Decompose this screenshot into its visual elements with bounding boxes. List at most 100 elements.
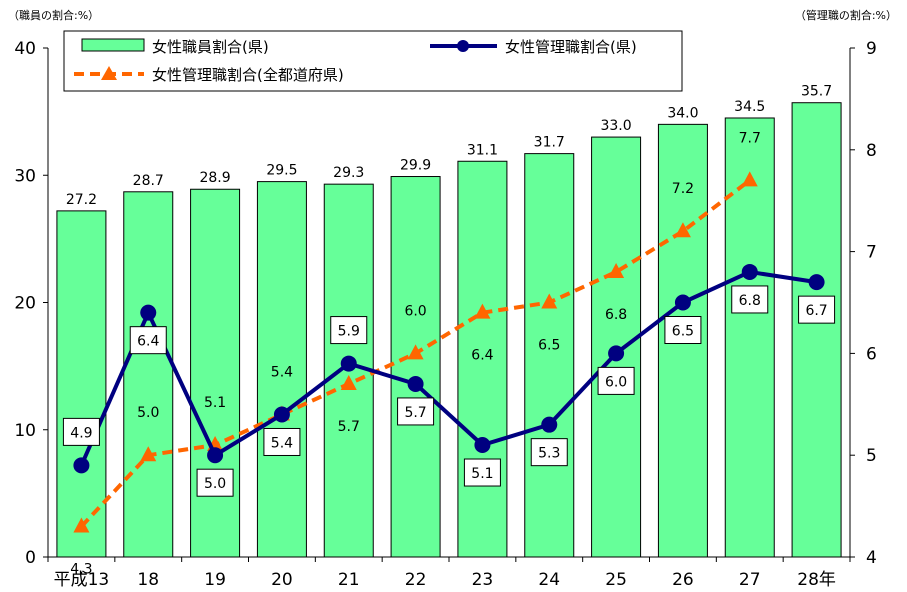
x-axis-tick-label: 平成13 xyxy=(54,570,110,590)
x-axis-tick-label: 20 xyxy=(271,570,293,590)
prefecture-value-box xyxy=(664,316,702,344)
left-axis-tick-label: 30 xyxy=(14,166,36,186)
bar-value-label: 28.9 xyxy=(199,170,230,186)
prefecture-line-marker xyxy=(140,304,157,321)
prefecture-value-box xyxy=(330,316,368,345)
prefecture-line-marker xyxy=(541,416,558,433)
x-axis-tick-label: 23 xyxy=(472,570,494,590)
national-value-label: 4.3 xyxy=(70,561,92,577)
x-axis-tick-label: 27 xyxy=(739,570,761,590)
prefecture-line-marker xyxy=(474,437,491,454)
bar xyxy=(256,181,307,558)
bar xyxy=(524,153,575,558)
national-line-marker xyxy=(474,303,491,319)
prefecture-value-label: 5.3 xyxy=(538,446,560,462)
national-line-marker xyxy=(608,262,625,278)
right-axis-tick-label: 6 xyxy=(866,344,877,364)
prefecture-line xyxy=(79,269,817,467)
prefecture-value-box xyxy=(463,458,501,487)
bar xyxy=(123,191,174,558)
x-axis-tick-label: 28年 xyxy=(797,570,836,590)
left-axis-tick-label: 40 xyxy=(14,39,36,59)
right-axis-tick-label: 5 xyxy=(866,446,877,466)
prefecture-value-box xyxy=(798,295,836,324)
prefecture-value-label: 5.7 xyxy=(404,405,426,421)
right-axis-tick-label: 7 xyxy=(866,243,877,263)
bar-value-label: 28.7 xyxy=(133,173,164,189)
prefecture-line-marker xyxy=(674,294,691,311)
national-line-marker xyxy=(340,374,357,390)
prefecture-value-box xyxy=(530,438,568,467)
left-axis-unit-label: （職員の割合:%） xyxy=(8,8,99,22)
prefecture-value-label: 4.9 xyxy=(70,425,92,441)
national-value-label: 6.8 xyxy=(605,307,627,323)
prefecture-value-box xyxy=(263,427,301,456)
right-axis-unit-label: （管理職の割合:%） xyxy=(795,8,897,22)
national-line-marker xyxy=(407,344,424,360)
national-value-label: 5.4 xyxy=(271,364,293,380)
prefecture-line-marker xyxy=(73,457,90,474)
prefecture-value-box xyxy=(597,366,635,395)
x-axis-tick-label: 22 xyxy=(405,570,427,590)
bar-value-label: 35.7 xyxy=(801,84,832,100)
national-line-marker xyxy=(140,446,157,462)
bar xyxy=(457,160,508,558)
prefecture-line-marker xyxy=(340,355,357,372)
right-axis-tick-label: 4 xyxy=(866,548,877,568)
bar-value-label: 29.3 xyxy=(333,165,364,181)
national-line-marker xyxy=(741,171,758,187)
prefecture-value-label: 5.1 xyxy=(471,466,493,482)
x-axis-tick-label: 18 xyxy=(137,570,159,590)
bar-value-label: 29.5 xyxy=(266,163,297,179)
legend-bar-label: 女性職員割合(県) xyxy=(152,38,269,56)
bar xyxy=(190,188,241,558)
prefecture-value-label: 6.8 xyxy=(739,293,761,309)
national-value-label: 5.0 xyxy=(137,405,159,421)
bar xyxy=(390,176,441,558)
x-axis-ticks: 平成13 18 19 20 21 22 23 24 25 26 27 28年 xyxy=(47,557,851,590)
bar-value-label: 31.1 xyxy=(467,142,498,158)
bar-value-label: 29.9 xyxy=(400,158,431,174)
legend-pref-line-marker xyxy=(457,40,469,52)
prefecture-line-marker xyxy=(207,447,224,464)
bar xyxy=(724,117,775,558)
x-axis-tick-label: 25 xyxy=(605,570,627,590)
prefecture-value-label: 6.5 xyxy=(672,324,694,340)
x-axis-tick-label: 19 xyxy=(204,570,226,590)
prefecture-value-box xyxy=(196,468,234,497)
prefecture-value-label: 5.9 xyxy=(338,324,360,340)
bar-value-label: 33.0 xyxy=(600,118,631,134)
right-axis-tick-label: 9 xyxy=(866,39,877,59)
prefecture-line-marker xyxy=(407,375,424,392)
prefecture-line-marker xyxy=(808,274,825,291)
prefecture-value-label: 6.0 xyxy=(605,374,627,390)
x-axis-tick-label: 26 xyxy=(672,570,694,590)
prefecture-value-box xyxy=(129,326,167,355)
prefecture-line-marker xyxy=(741,263,758,280)
national-value-label: 7.2 xyxy=(672,181,694,197)
legend: 女性職員割合(県) 女性管理職割合(県) 女性管理職割合(全都道府県) xyxy=(63,30,683,92)
left-axis-ticks: 0 10 20 30 40 xyxy=(14,39,48,568)
national-value-label: 6.4 xyxy=(471,348,493,364)
bar-value-label: 31.7 xyxy=(534,135,565,151)
national-line-marker xyxy=(541,293,558,309)
legend-national-line-label: 女性管理職割合(全都道府県) xyxy=(152,66,344,84)
national-value-label: 6.5 xyxy=(538,338,560,354)
left-axis-tick-label: 20 xyxy=(14,294,36,314)
prefecture-value-label: 6.4 xyxy=(137,334,159,350)
legend-box xyxy=(63,30,683,92)
line-series xyxy=(73,171,825,533)
legend-bar-swatch xyxy=(81,38,145,52)
bar-value-label: 27.2 xyxy=(66,192,97,208)
bar xyxy=(56,210,107,558)
prefecture-value-box xyxy=(731,285,769,314)
right-axis-tick-label: 8 xyxy=(866,141,877,161)
data-labels: 27.2 28.7 28.9 29.5 29.3 29.9 31.1 31.7 33.0 34.0… xyxy=(62,84,836,577)
national-value-label: 5.7 xyxy=(338,419,360,435)
national-value-label: 6.0 xyxy=(404,303,426,319)
national-line-marker xyxy=(73,517,90,533)
bar xyxy=(791,102,842,558)
right-axis-ticks: 4 5 6 7 8 9 xyxy=(850,39,877,568)
bar-value-label: 34.0 xyxy=(667,105,698,121)
